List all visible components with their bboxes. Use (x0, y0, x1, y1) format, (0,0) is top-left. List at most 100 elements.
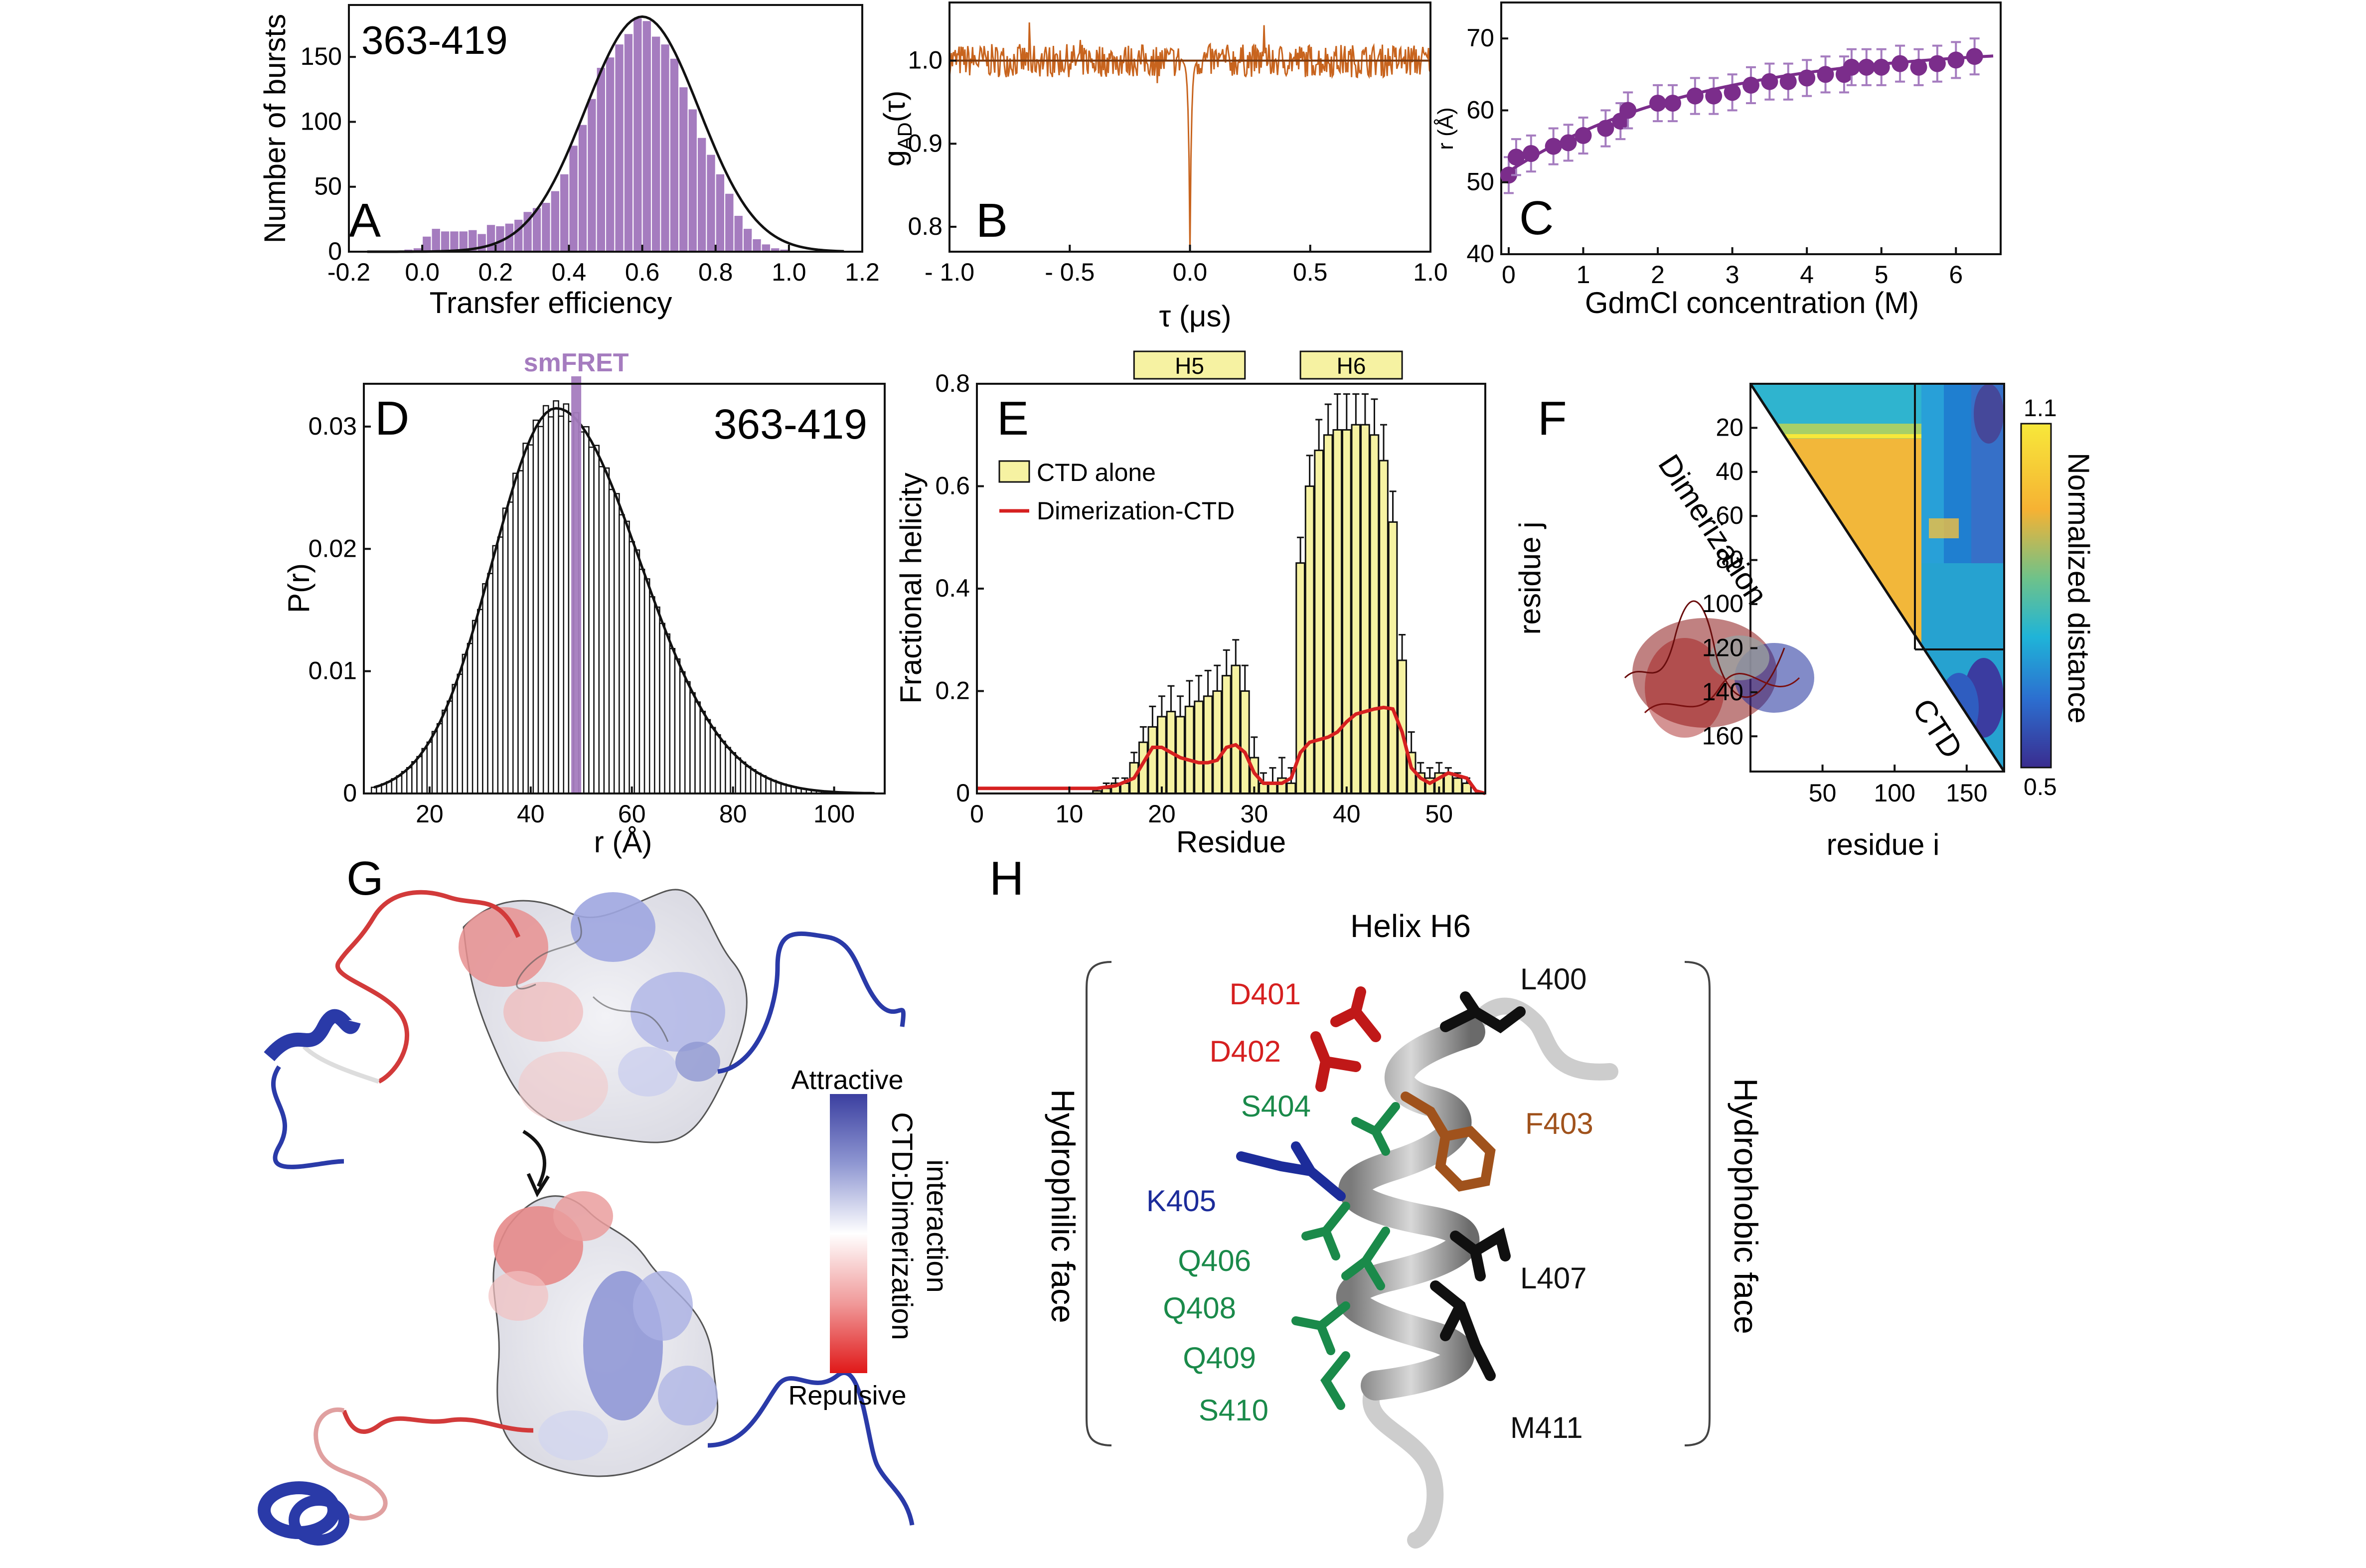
panel-h-sidechains-green (1291, 1102, 1400, 1410)
panel-d-bar (593, 445, 600, 794)
panel-d-bar (654, 606, 660, 794)
panel-d-smfret-label: smFRET (524, 348, 629, 377)
panel-g-bottom-tail-red (341, 1410, 534, 1434)
panel-a-frame (348, 4, 863, 253)
panel-b-chart: - 1.0 - 0.5 0.0 0.5 1.0 0.8 0.9 1.0 τ (μs) gAD… (878, 1, 1448, 333)
panel-g-bottom-helix-blue (258, 1481, 349, 1546)
panel-d-bar (629, 541, 635, 794)
y-tick-label: 0.2 (935, 677, 970, 705)
panel-e-bar (1332, 429, 1343, 794)
panel-d-bar (745, 766, 752, 794)
panel-h-helix-tail-top (1462, 997, 1618, 1081)
y-tick-label: 60 (1466, 96, 1494, 124)
panel-g-scale-top-label: Attractive (791, 1065, 903, 1095)
panel-d-bar (714, 734, 721, 794)
panel-e-bar (1157, 716, 1167, 794)
y-tick-label: 0.03 (309, 412, 357, 440)
x-tick-label: 40 (1333, 800, 1361, 828)
panel-d-bar (558, 415, 565, 794)
x-tick-label: 150 (1946, 779, 1987, 807)
panel-b-correlation-curve (948, 22, 1431, 252)
panel-a-bar (715, 173, 726, 252)
panel-e-bar (1360, 424, 1370, 794)
panel-d-smfret-marker (571, 376, 582, 793)
panel-h-residue-label-right: F403 (1525, 1107, 1593, 1140)
panel-d-bar (643, 578, 650, 794)
panel-c-point (1724, 84, 1741, 101)
panel-g-top-tail-blue (717, 931, 906, 1074)
x-tick-label: 0 (970, 800, 984, 828)
panel-d-bar (603, 467, 610, 794)
y-tick-label: 100 (301, 107, 342, 135)
panel-c-chart: 0 1 2 3 4 5 6 40 50 60 70 GdmCl concentration (M)… (1433, 1, 2002, 319)
panel-c-ylabel: r (Å) (1433, 107, 1458, 150)
panel-c-point (1910, 58, 1927, 76)
panel-e-bar (1351, 424, 1361, 794)
panel-h-left-face-label: Hydrophilic face (1045, 1089, 1082, 1323)
panel-d-bar (411, 761, 418, 794)
panel-d-annotation: 363-419 (714, 401, 867, 448)
panel-h-title: Helix H6 (1350, 908, 1471, 944)
panel-e-xlabel: Residue (1176, 825, 1286, 859)
x-tick-label: 0 (1502, 261, 1516, 289)
panel-a-bar (605, 56, 616, 252)
panel-a-bar (742, 228, 753, 252)
panel-d-bar (684, 681, 691, 794)
panel-d-bar (537, 426, 544, 794)
panel-d-envelope (373, 407, 875, 794)
panel-a-y-ticks: 0 50 100 150 (301, 42, 356, 265)
panel-h-residue-labels: D401 D402 S404 K405 Q406 Q408 Q409 S410 L400 F403… (1146, 962, 1593, 1444)
panel-d-bar (694, 701, 701, 794)
panel-a-x-ticks: -0.2 0.0 0.2 0.4 0.6 0.8 1.0 1.2 (327, 245, 880, 286)
panel-d-bar (583, 426, 590, 794)
panel-a-bar (641, 20, 652, 253)
panel-a-bar (660, 43, 670, 252)
x-tick-label: 5 (1875, 261, 1889, 289)
y-tick-label: 0.9 (908, 129, 943, 157)
panel-letter-a: A (349, 194, 381, 247)
panel-c-frame (1500, 1, 2002, 255)
x-tick-label: - 0.5 (1045, 258, 1095, 286)
x-tick-label: 6 (1949, 261, 1963, 289)
panel-letter-f: F (1538, 392, 1567, 445)
panel-h-residue-label-left: Q406 (1178, 1244, 1251, 1277)
panel-d-bar (452, 684, 458, 794)
panel-c-point (1560, 134, 1577, 152)
panel-d-bar (613, 493, 620, 794)
panel-a-bar (513, 218, 524, 252)
panel-d-ylabel: P(r) (282, 563, 315, 613)
x-tick-label: 0.0 (1173, 258, 1208, 286)
panel-d-bar (735, 757, 742, 794)
panel-d-bar (416, 756, 423, 794)
panel-d-y-ticks: 0 0.01 0.02 0.03 (309, 412, 371, 807)
panel-d-bar (619, 514, 625, 794)
y-tick-label: 20 (1716, 413, 1743, 441)
panel-e-bar (1147, 726, 1158, 794)
panel-e-helix-label: H6 (1337, 353, 1366, 379)
x-tick-label: 0.0 (405, 258, 440, 286)
panel-a-xlabel: Transfer efficiency (430, 286, 672, 319)
y-tick-label: 0.4 (935, 574, 970, 602)
panel-c-point (1947, 51, 1965, 69)
panel-d-bar (588, 447, 595, 794)
panel-letter-d: D (375, 392, 409, 445)
y-tick-label: 0.8 (935, 369, 970, 397)
panel-g-top-tail-white (302, 1045, 380, 1084)
panel-e-helix-label: H5 (1175, 353, 1204, 379)
panel-e-bar (1286, 782, 1296, 794)
panel-a-bar (678, 86, 689, 252)
panel-c-point (1858, 58, 1875, 76)
panel-f-frame (1749, 383, 2005, 773)
panel-d-bar (765, 778, 772, 794)
x-tick-label: 40 (517, 800, 545, 828)
panel-h-residue-label-left: S410 (1199, 1394, 1268, 1427)
panel-g-scale-title-line1: CTD:Dimerization (886, 1112, 918, 1340)
panel-h-residue-label-left: Q409 (1183, 1341, 1256, 1375)
panel-e-bar (1231, 664, 1241, 794)
x-tick-label: -0.2 (327, 258, 370, 286)
y-tick-label: 0.6 (935, 472, 970, 500)
panel-f-y-ticks: 20 40 60 80 100 120 140 160 (1702, 413, 1757, 750)
panel-g-bottom-structure (488, 1191, 719, 1477)
panel-h-residue-label-right: L400 (1520, 962, 1586, 996)
panel-d-bar (406, 767, 413, 794)
